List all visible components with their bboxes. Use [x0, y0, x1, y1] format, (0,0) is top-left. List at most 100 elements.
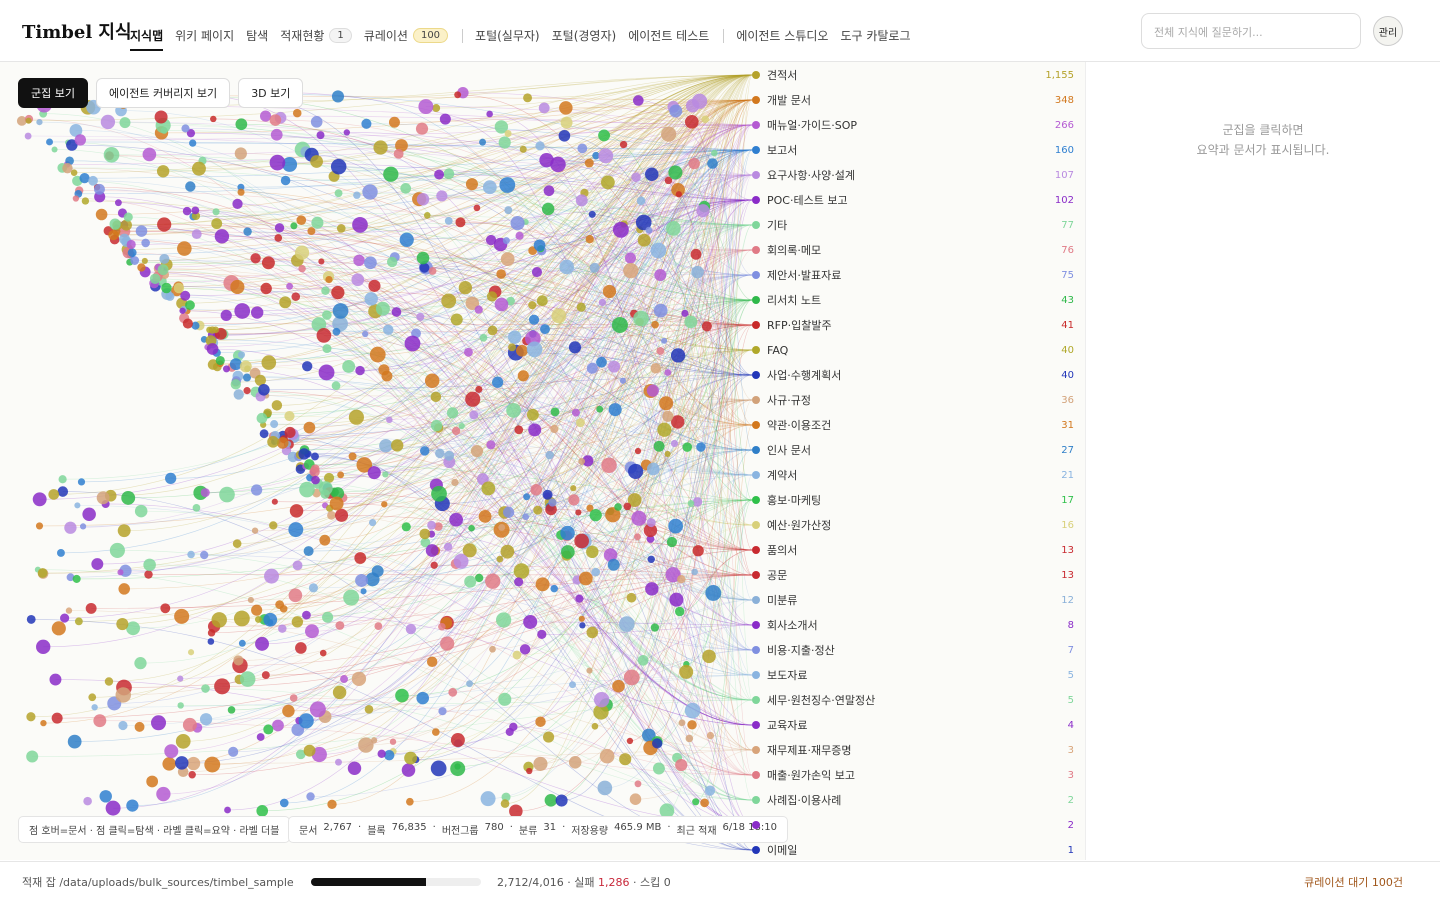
- doc-point[interactable]: [382, 471, 389, 478]
- doc-point[interactable]: [284, 426, 296, 438]
- doc-point[interactable]: [343, 129, 350, 136]
- doc-point[interactable]: [701, 115, 710, 124]
- doc-point[interactable]: [254, 374, 266, 386]
- doc-point[interactable]: [88, 175, 98, 186]
- doc-point[interactable]: [679, 664, 694, 679]
- doc-point[interactable]: [400, 183, 412, 194]
- doc-point[interactable]: [250, 484, 263, 496]
- cluster-label[interactable]: RFP·입찰발주 41: [752, 317, 1074, 333]
- doc-point[interactable]: [289, 504, 304, 518]
- doc-point[interactable]: [192, 504, 201, 512]
- doc-point[interactable]: [509, 804, 523, 818]
- doc-point[interactable]: [309, 701, 326, 718]
- doc-point[interactable]: [691, 265, 704, 279]
- doc-point[interactable]: [555, 794, 568, 807]
- doc-point[interactable]: [528, 423, 542, 437]
- doc-point[interactable]: [134, 504, 148, 518]
- doc-point[interactable]: [340, 675, 349, 683]
- doc-point[interactable]: [212, 208, 220, 216]
- doc-point[interactable]: [690, 248, 702, 260]
- doc-point[interactable]: [117, 569, 124, 576]
- doc-point[interactable]: [25, 117, 32, 124]
- doc-point[interactable]: [504, 206, 513, 215]
- doc-point[interactable]: [439, 113, 451, 125]
- doc-point[interactable]: [332, 315, 348, 332]
- doc-point[interactable]: [70, 169, 78, 176]
- doc-point[interactable]: [279, 296, 292, 309]
- doc-point[interactable]: [498, 136, 511, 149]
- doc-point[interactable]: [465, 391, 481, 407]
- doc-point[interactable]: [468, 524, 475, 532]
- doc-point[interactable]: [182, 206, 192, 216]
- doc-point[interactable]: [255, 636, 269, 651]
- doc-point[interactable]: [664, 450, 671, 458]
- doc-point[interactable]: [591, 567, 601, 577]
- doc-point[interactable]: [309, 466, 320, 478]
- doc-point[interactable]: [311, 746, 327, 763]
- doc-point[interactable]: [185, 300, 195, 311]
- doc-point[interactable]: [161, 282, 172, 294]
- doc-point[interactable]: [243, 387, 251, 395]
- nav-tab[interactable]: 에이전트 테스트: [628, 29, 710, 43]
- doc-point[interactable]: [706, 731, 715, 740]
- doc-point[interactable]: [289, 694, 298, 702]
- doc-point[interactable]: [91, 704, 98, 711]
- doc-point[interactable]: [701, 321, 712, 332]
- doc-point[interactable]: [186, 129, 196, 138]
- doc-point[interactable]: [290, 222, 298, 230]
- doc-point[interactable]: [682, 442, 693, 452]
- doc-point[interactable]: [485, 573, 501, 589]
- doc-point[interactable]: [121, 490, 136, 505]
- doc-point[interactable]: [623, 502, 632, 511]
- doc-point[interactable]: [130, 256, 140, 265]
- doc-point[interactable]: [494, 297, 509, 312]
- doc-point[interactable]: [450, 761, 466, 777]
- doc-point[interactable]: [415, 122, 429, 135]
- doc-point[interactable]: [57, 549, 65, 557]
- doc-point[interactable]: [619, 753, 632, 766]
- doc-point[interactable]: [570, 485, 577, 492]
- doc-point[interactable]: [464, 347, 473, 357]
- doc-point[interactable]: [700, 798, 709, 808]
- doc-point[interactable]: [160, 603, 171, 614]
- doc-point[interactable]: [332, 303, 349, 319]
- doc-point[interactable]: [577, 143, 588, 154]
- doc-point[interactable]: [419, 262, 430, 273]
- doc-point[interactable]: [435, 448, 445, 459]
- doc-point[interactable]: [696, 442, 706, 452]
- doc-point[interactable]: [364, 256, 377, 270]
- doc-point[interactable]: [191, 161, 206, 176]
- doc-point[interactable]: [545, 450, 554, 460]
- nav-tab[interactable]: 큐레이션 100: [364, 27, 449, 44]
- cluster-label[interactable]: 회사소개서 8: [752, 617, 1074, 633]
- doc-point[interactable]: [335, 621, 345, 630]
- doc-point[interactable]: [299, 481, 315, 498]
- doc-point[interactable]: [502, 506, 515, 518]
- doc-point[interactable]: [619, 616, 635, 632]
- doc-point[interactable]: [67, 734, 82, 749]
- doc-point[interactable]: [191, 206, 200, 215]
- doc-point[interactable]: [391, 307, 402, 317]
- doc-point[interactable]: [646, 535, 655, 543]
- doc-point[interactable]: [519, 145, 527, 153]
- doc-point[interactable]: [684, 315, 698, 329]
- doc-point[interactable]: [596, 356, 607, 368]
- doc-point[interactable]: [64, 521, 77, 534]
- doc-point[interactable]: [234, 147, 247, 160]
- doc-point[interactable]: [200, 488, 210, 498]
- doc-point[interactable]: [327, 799, 337, 810]
- cluster-label[interactable]: 교육자료 4: [752, 717, 1074, 733]
- doc-point[interactable]: [298, 448, 310, 460]
- doc-point[interactable]: [645, 226, 653, 234]
- curation-status[interactable]: 큐레이션 대기 100건: [1304, 876, 1403, 889]
- doc-point[interactable]: [316, 131, 325, 140]
- doc-point[interactable]: [83, 796, 92, 806]
- doc-point[interactable]: [296, 215, 307, 226]
- doc-point[interactable]: [337, 471, 345, 479]
- doc-point[interactable]: [603, 548, 618, 562]
- doc-point[interactable]: [322, 310, 332, 320]
- doc-point[interactable]: [434, 169, 445, 180]
- doc-point[interactable]: [535, 141, 545, 151]
- doc-point[interactable]: [386, 416, 393, 424]
- doc-point[interactable]: [220, 309, 232, 321]
